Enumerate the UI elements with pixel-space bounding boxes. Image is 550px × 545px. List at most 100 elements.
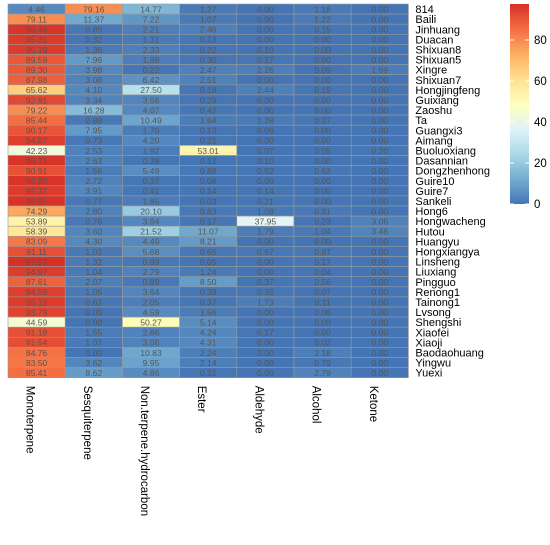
cell-value-label: 0.39	[200, 287, 217, 297]
row-label: Dasannian	[415, 156, 468, 168]
cell-value-label: 2.33	[143, 45, 160, 55]
cell-value-label: 0.21	[257, 196, 274, 206]
cell-value-label: 0.00	[314, 126, 331, 136]
cell-value-label: 44.59	[26, 317, 48, 327]
cell-value-label: 95.31	[26, 35, 48, 45]
cell-value-label: 0.00	[371, 348, 388, 358]
cell-value-label: 3.98	[85, 65, 102, 75]
cell-value-label: 0.21	[200, 136, 217, 146]
cell-value-label: 0.56	[314, 277, 331, 287]
column-label: Aldehyde	[252, 386, 264, 434]
row-label: Hong6	[415, 206, 447, 218]
cell-value-label: 0.00	[371, 95, 388, 105]
cell-value-label: 1.08	[257, 206, 274, 216]
cell-value-label: 0.13	[200, 126, 217, 136]
column-label: Sesquiterpene	[81, 386, 93, 460]
cell-value-label: 0.10	[257, 156, 274, 166]
cell-value-label: 0.87	[314, 247, 331, 257]
cell-value-label: 0.00	[371, 25, 388, 35]
cell-value-label: 0.32	[85, 35, 102, 45]
cell-value-label: 1.64	[200, 115, 217, 125]
row-label: Dongzhenhong	[415, 166, 490, 178]
cell-value-label: 0.00	[371, 257, 388, 267]
cell-value-label: 0.13	[200, 35, 217, 45]
cell-value-label: 0.17	[314, 257, 331, 267]
column-labels: Monoterpene Sesquiterpene Non.terpene.hydr…	[24, 386, 379, 516]
cell-value-label: 2.51	[200, 75, 217, 85]
cell-value-label: 0.00	[257, 136, 274, 146]
cell-value-label: 2.53	[85, 146, 102, 156]
cell-value-label: 79.11	[26, 14, 47, 24]
cell-value-label: 21.52	[140, 227, 162, 237]
cell-value-label: 0.00	[371, 136, 388, 146]
cell-value-label: 0.00	[371, 176, 388, 186]
cell-value-label: 4.07	[143, 105, 160, 115]
cell-value-label: 3.62	[85, 358, 102, 368]
cell-value-label: 0.00	[371, 237, 388, 247]
cell-value-label: 0.00	[371, 267, 388, 277]
cell-value-label: 0.63	[314, 166, 331, 176]
cell-value-label: 0.02	[314, 338, 331, 348]
cell-value-label: 11.37	[83, 14, 104, 24]
row-label: Baili	[415, 14, 436, 26]
row-label: Xiaoji	[415, 337, 442, 349]
row-label: Xiaofei	[415, 327, 449, 339]
cell-value-label: 2.26	[257, 65, 274, 75]
cell-value-label: 9.95	[143, 358, 160, 368]
cell-value-label: 0.00	[257, 35, 274, 45]
legend-tick-label: 40	[534, 117, 547, 129]
cell-value-label: 0.00	[314, 176, 331, 186]
cell-value-label: 3.34	[85, 95, 102, 105]
cell-value-label: 65.62	[26, 85, 48, 95]
cell-value-label: 87.61	[26, 277, 48, 287]
cell-value-label: 0.14	[200, 186, 217, 196]
cell-value-label: 2.79	[143, 267, 160, 277]
row-label: Hongjingfeng	[415, 85, 480, 97]
cell-value-label: 0.35	[257, 287, 274, 297]
cell-value-label: 1.22	[314, 14, 331, 24]
cell-value-label: 0.00	[314, 196, 331, 206]
cell-value-label: 0.00	[257, 237, 274, 247]
cell-value-label: 94.87	[26, 136, 48, 146]
cell-value-label: 89.59	[26, 55, 48, 65]
cell-value-label: 0.05	[314, 146, 331, 156]
cell-value-label: 0.89	[85, 25, 102, 35]
cell-value-label: 0.00	[371, 35, 388, 45]
cell-value-label: 0.00	[371, 247, 388, 257]
cell-value-label: 0.41	[143, 186, 160, 196]
row-label: Sankeli	[415, 196, 451, 208]
cell-value-label: 4.10	[85, 85, 102, 95]
cell-value-label: 1.05	[85, 287, 102, 297]
cell-value-label: 4.59	[143, 307, 160, 317]
cell-value-label: 0.00	[314, 35, 331, 45]
row-label: Shixuan5	[415, 55, 461, 67]
cell-value-label: 0.00	[371, 85, 388, 95]
cell-value-label: 0.37	[200, 297, 217, 307]
cell-value-label: 1.04	[314, 227, 331, 237]
cell-value-label: 0.00	[314, 156, 331, 166]
cell-value-label: 0.88	[200, 166, 217, 176]
cell-value-label: 0.27	[314, 115, 331, 125]
cell-value-label: 0.00	[371, 317, 388, 327]
cell-value-label: 0.89	[143, 257, 160, 267]
cell-value-label: 0.00	[314, 186, 331, 196]
cell-value-label: 2.14	[200, 358, 217, 368]
cell-value-label: 1.98	[143, 55, 160, 65]
cell-value-label: 1.07	[200, 14, 217, 24]
cell-value-label: 3.46	[371, 227, 388, 237]
cell-value-label: 42.23	[26, 146, 48, 156]
cell-value-label: 90.17	[26, 126, 48, 136]
column-label: Non.terpene.hydrocarbon	[138, 386, 150, 516]
row-label: Yingwu	[415, 358, 451, 370]
cell-value-label: 5.68	[143, 247, 160, 257]
cell-value-label: 1.73	[257, 297, 274, 307]
cell-value-label: 0.00	[257, 358, 274, 368]
cell-value-label: 0.37	[257, 277, 274, 287]
cell-value-label: 0.00	[257, 4, 274, 14]
cell-value-label: 0.20	[371, 146, 388, 156]
cell-value-label: 2.63	[85, 156, 102, 166]
row-label: Baodaohuang	[415, 347, 484, 359]
cell-value-label: 4.31	[200, 338, 217, 348]
cell-value-label: 83.09	[26, 237, 48, 247]
cell-value-label: 0.91	[314, 206, 331, 216]
